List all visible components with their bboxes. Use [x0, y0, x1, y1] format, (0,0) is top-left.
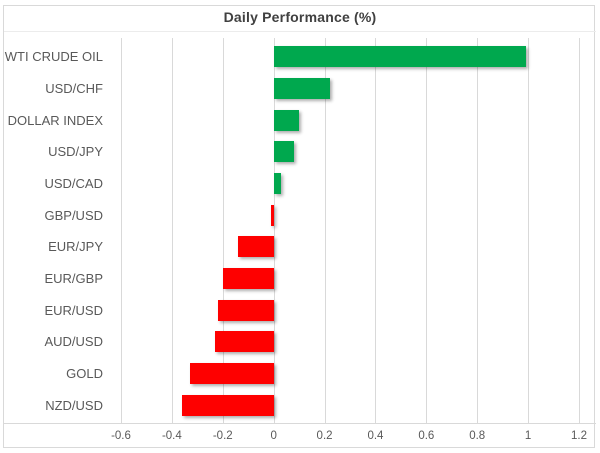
- bar-wti-crude-oil: [273, 46, 526, 68]
- bar-usd-jpy: [273, 141, 294, 163]
- category-label: AUD/USD: [44, 334, 103, 350]
- gridline: [273, 38, 275, 423]
- category-label: GBP/USD: [44, 207, 103, 223]
- category-label: GOLD: [66, 365, 103, 381]
- category-label: USD/CHF: [45, 80, 103, 96]
- x-tick-label: 1.2: [571, 430, 587, 442]
- x-tick-label: 0.6: [418, 430, 435, 442]
- bar-eur-usd: [217, 299, 274, 321]
- x-tick-label: -0.6: [111, 430, 131, 442]
- bar-nzd-usd: [182, 394, 274, 416]
- category-label: EUR/GBP: [44, 270, 103, 286]
- bar-aud-usd: [215, 331, 274, 353]
- category-axis-labels: WTI CRUDE OIL USD/CHF DOLLAR INDEX USD/JPY U…: [0, 41, 112, 421]
- bar-usd-chf: [273, 78, 330, 99]
- plot-top-border: [4, 31, 596, 32]
- category-label: EUR/JPY: [48, 239, 103, 255]
- gridline: [222, 38, 224, 423]
- x-tick-label: 0.2: [316, 430, 333, 442]
- bar-eur-jpy: [238, 236, 274, 258]
- bar-gbp-usd: [271, 204, 274, 226]
- x-axis-line: [4, 423, 596, 424]
- gridline: [121, 38, 122, 423]
- gridline: [375, 38, 377, 423]
- gridline: [528, 38, 530, 423]
- category-label: USD/JPY: [48, 144, 103, 160]
- chart-title: Daily Performance (%): [223, 9, 377, 25]
- gridline: [477, 38, 479, 423]
- bar-dollar-index: [273, 109, 300, 131]
- category-label: EUR/USD: [44, 302, 103, 318]
- x-tick-label: 0.4: [367, 430, 384, 442]
- gridline: [171, 38, 173, 423]
- category-label: USD/CAD: [44, 175, 103, 191]
- x-axis-labels: -0.6 -0.4 -0.2 0 0.2 0.4 0.6 0.8 1 1.2: [111, 430, 587, 446]
- bar-usd-cad: [273, 173, 282, 194]
- plot-area: [121, 38, 580, 423]
- category-label: WTI CRUDE OIL: [4, 49, 103, 65]
- bar-gold: [189, 363, 274, 384]
- x-tick-label: -0.2: [212, 430, 233, 442]
- gridline: [579, 38, 580, 423]
- bars-layer: [121, 41, 579, 421]
- x-tick-label: -0.4: [161, 430, 182, 442]
- category-label: NZD/USD: [45, 397, 103, 413]
- x-tick-label: 0: [270, 430, 277, 442]
- gridline: [426, 38, 428, 423]
- bar-eur-gbp: [222, 268, 274, 289]
- category-label: DOLLAR INDEX: [7, 112, 103, 128]
- x-tick-label: 1: [524, 430, 532, 442]
- gridline: [324, 38, 326, 423]
- x-tick-label: 0.8: [469, 430, 486, 442]
